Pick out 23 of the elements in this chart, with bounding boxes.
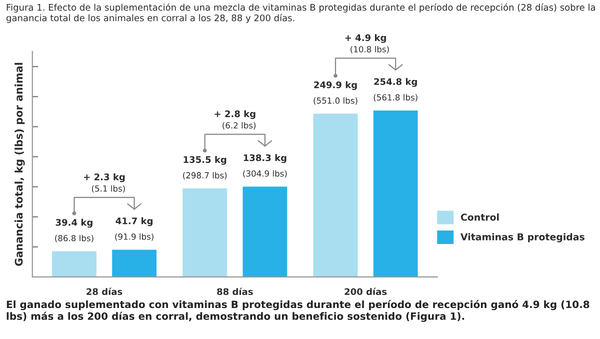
bar: [182, 188, 228, 277]
annotation: + 2.3 kg (5.1 lbs): [84, 173, 125, 193]
text: El ganado suplementado con vitaminas B protegidas durante el período de recepción ganó 4.9 kg (10.8 lbs) más a los 200 días en corral, demostrando un beneficio sostenido (Figura 1).: [6, 300, 590, 322]
bar: [112, 250, 157, 277]
y-axis-title: Ganancia total, kg (lbs) por animal: [14, 62, 25, 266]
data-label: 249.9 kg (551.0 lbs): [314, 81, 358, 105]
bar: [313, 114, 358, 277]
bar: [242, 186, 288, 277]
data-label: 41.7 kg (91.9 lbs): [115, 217, 154, 241]
x-tick-label: 200 días: [344, 288, 387, 296]
x-tick-label: 28 días: [86, 288, 122, 296]
chart-title: Figura 1. Efecto de la suplementación de una mezcla de vitaminas B protegidas durante el período de recepción (28 días) sobre la ganancia total de los animales en corral a los 28, 88 y 200 días.: [6, 3, 595, 24]
bar: [52, 251, 96, 277]
legend-label: Vitaminas B protegidas: [460, 233, 584, 242]
x-tick-label: 88 días: [217, 288, 253, 296]
data-label: 254.8 kg (561.8 lbs): [374, 78, 418, 102]
annotation: + 4.9 kg (10.8 lbs): [345, 34, 389, 54]
data-label: 39.4 kg (86.8 lbs): [55, 218, 94, 242]
data-label: 135.5 kg (298.7 lbs): [183, 156, 227, 180]
annotation: + 2.8 kg (6.2 lbs): [214, 110, 256, 130]
data-label: 138.3 kg (304.9 lbs): [243, 154, 287, 178]
bar: [373, 110, 418, 277]
legend-label: Control: [460, 213, 499, 221]
